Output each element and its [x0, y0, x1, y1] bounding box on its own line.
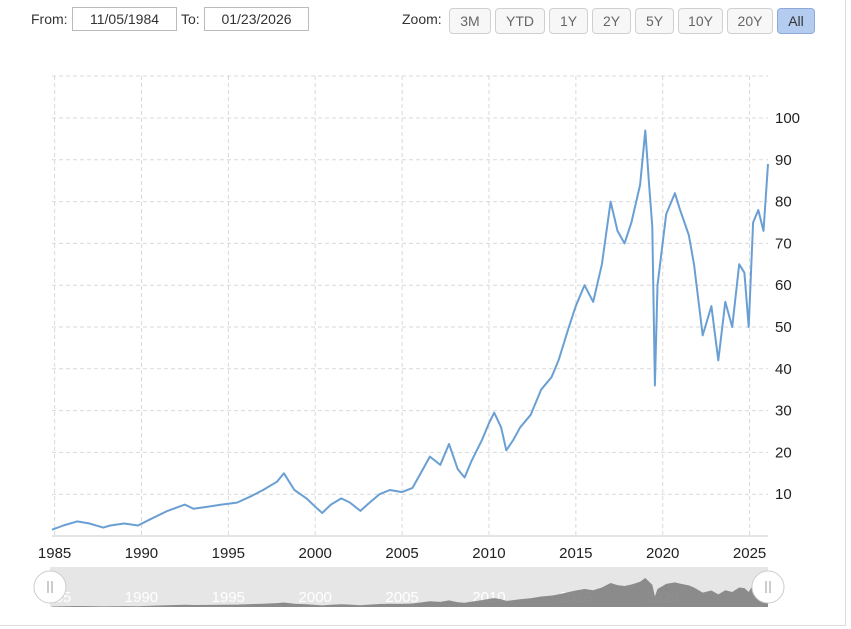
zoom-10y-button[interactable]: 10Y: [678, 8, 723, 34]
zoom-ytd-button[interactable]: YTD: [495, 8, 545, 34]
x-tick-label: 2000: [299, 545, 332, 562]
y-tick-label: 10: [775, 486, 792, 503]
y-tick-label: 50: [775, 319, 792, 336]
from-label: From:: [31, 11, 68, 27]
y-tick-label: 90: [775, 152, 792, 169]
y-tick-label: 60: [775, 277, 792, 294]
to-label: To:: [181, 11, 200, 27]
zoom-1y-button[interactable]: 1Y: [549, 8, 588, 34]
y-tick-label: 30: [775, 403, 792, 420]
grid: [52, 75, 768, 536]
zoom-label: Zoom:: [402, 11, 442, 27]
x-tick-label: 2010: [472, 545, 505, 562]
y-tick-label: 20: [775, 444, 792, 461]
x-axis: 1985 1990 1995 2000 2005 2010 2015 2020 2025: [38, 545, 766, 562]
y-axis: 10 20 30 40 50 60 70 80 90 100: [775, 110, 800, 503]
price-series-line: [51, 129, 769, 531]
zoom-20y-button[interactable]: 20Y: [727, 8, 773, 34]
y-tick-label: 40: [775, 361, 792, 378]
navigator-handle-left[interactable]: [33, 570, 67, 604]
navigator-handle-right[interactable]: [751, 570, 785, 604]
navigator-tick-label: 1995: [212, 589, 245, 606]
x-tick-label: 1995: [212, 545, 245, 562]
navigator-tick-label: 1990: [125, 589, 158, 606]
y-tick-label: 80: [775, 194, 792, 211]
x-tick-label: 1985: [38, 545, 71, 562]
from-date-input[interactable]: [72, 7, 177, 31]
zoom-3m-button[interactable]: 3M: [449, 8, 491, 34]
zoom-2y-button[interactable]: 2Y: [592, 8, 631, 34]
to-date-input[interactable]: [204, 7, 309, 31]
x-tick-label: 2025: [733, 545, 766, 562]
range-selector: From: To: Zoom: 3M YTD 1Y 2Y 5Y 10Y 20Y …: [0, 0, 851, 44]
navigator-tick-label: 2000: [299, 589, 332, 606]
y-tick-label: 100: [775, 110, 800, 127]
zoom-5y-button[interactable]: 5Y: [635, 8, 674, 34]
navigator-series-area: [52, 577, 768, 607]
x-tick-label: 2005: [385, 545, 418, 562]
navigator-tick-label: 2005: [385, 589, 418, 606]
y-tick-label: 70: [775, 235, 792, 252]
zoom-all-button[interactable]: All: [777, 8, 815, 34]
x-tick-label: 1990: [125, 545, 158, 562]
x-tick-label: 2020: [646, 545, 679, 562]
x-tick-label: 2015: [559, 545, 592, 562]
